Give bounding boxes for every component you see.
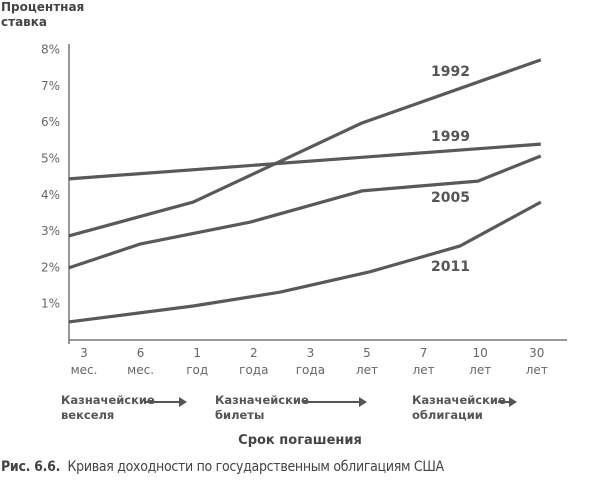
x-tick-number: 2 (250, 346, 258, 360)
x-tick-number: 10 (473, 346, 488, 360)
y-tick-label: 1% (41, 297, 60, 311)
y-tick-label: 4% (41, 188, 60, 202)
x-tick-unit: мес. (71, 363, 98, 377)
y-tick-label: 5% (41, 152, 60, 166)
x-tick-unit: год (186, 363, 208, 377)
x-axis-title: Срок погашения (238, 433, 362, 448)
group-bills: Казначейские векселя (61, 393, 155, 423)
series-line-2011 (68, 200, 542, 324)
x-tick-unit: лет (413, 363, 435, 377)
series-label-1992: 1992 (431, 64, 470, 80)
group-bonds: Казначейские облигации (412, 393, 506, 423)
series-line-1999 (68, 142, 541, 181)
group-notes: Казначейские билеты (215, 393, 309, 423)
x-tick-number: 3 (80, 346, 88, 360)
y-tick-label: 8% (41, 43, 60, 57)
group-bills-line2: векселя (61, 408, 115, 422)
arrow-right-icon (145, 397, 187, 407)
series-line-2005 (68, 154, 542, 270)
y-tick-label: 6% (41, 115, 60, 129)
x-tick-number: 30 (529, 346, 544, 360)
figure-caption: Рис. 6.6. Кривая доходности по государст… (1, 459, 444, 475)
y-tick-label: 3% (41, 224, 60, 238)
x-tick-number: 7 (420, 346, 428, 360)
x-tick-number: 1 (193, 346, 201, 360)
x-tick-unit: лет (356, 363, 378, 377)
group-bonds-line1: Казначейские (412, 393, 506, 407)
x-tick-number: 6 (137, 346, 145, 360)
caption-text: Кривая доходности по государственным обл… (67, 459, 445, 475)
x-tick-unit: лет (469, 363, 491, 377)
y-tick-label: 2% (41, 260, 60, 274)
x-tick-number: 3 (307, 346, 315, 360)
series-label-1999: 1999 (431, 129, 470, 145)
y-tick-label: 7% (41, 79, 60, 93)
x-tick-number: 5 (363, 346, 371, 360)
x-tick-unit: мес. (127, 363, 154, 377)
group-bills-line1: Казначейские (61, 393, 155, 407)
y-axis-title: Процентная ставка (1, 0, 85, 29)
arrow-right-icon (303, 397, 367, 407)
series-label-2011: 2011 (431, 259, 470, 275)
group-notes-line1: Казначейские (215, 393, 309, 407)
series-label-2005: 2005 (431, 190, 470, 206)
x-tick-unit: года (239, 363, 268, 377)
arrow-right-icon (498, 397, 517, 407)
group-bonds-line2: облигации (412, 408, 483, 422)
caption-number: Рис. 6.6. (1, 459, 61, 475)
x-tick-unit: лет (526, 363, 548, 377)
x-tick-unit: года (296, 363, 325, 377)
group-notes-line2: билеты (215, 408, 265, 422)
